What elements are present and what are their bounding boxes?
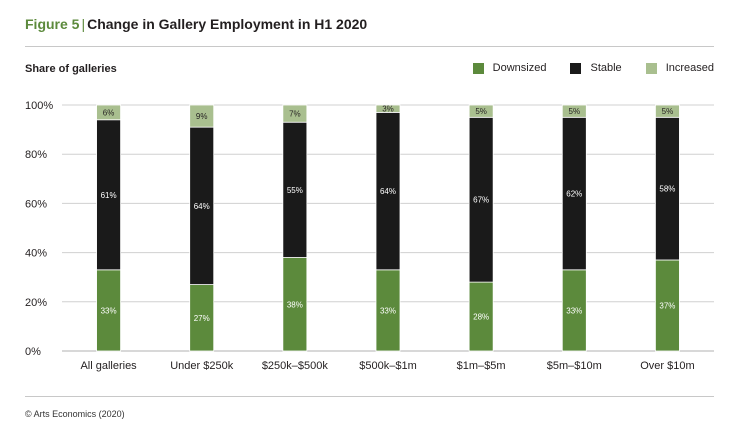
data-label: 64%: [194, 202, 210, 211]
x-tick-label: $250k–$500k: [262, 360, 329, 372]
source-note: © Arts Economics (2020): [25, 409, 125, 419]
data-label: 33%: [101, 306, 117, 315]
y-tick-label: 40%: [25, 248, 47, 260]
data-label: 5%: [569, 107, 581, 116]
data-label: 5%: [475, 107, 487, 116]
title-separator: |: [81, 16, 86, 32]
bar-segment-stable: [282, 121, 308, 258]
top-rule: [25, 46, 714, 47]
bar-segment-stable: [375, 111, 401, 271]
data-label: 38%: [287, 300, 303, 309]
bar-segment-stable: [189, 126, 215, 285]
y-tick-label: 20%: [25, 297, 47, 309]
x-tick-label: Over $10m: [640, 360, 694, 372]
bar-segment-increased: [375, 104, 401, 113]
data-label: 5%: [662, 107, 674, 116]
chart-title: Figure 5 | Change in Gallery Employment in…: [25, 16, 367, 32]
bar-segment-downsized: [655, 259, 680, 352]
data-label: 62%: [566, 190, 582, 199]
bar-segment-downsized: [189, 284, 215, 352]
bar-segment-stable: [96, 119, 121, 271]
legend-swatch-stable: [570, 62, 582, 74]
data-label: 7%: [289, 110, 301, 119]
legend-label-increased: Increased: [665, 62, 714, 74]
data-label: 28%: [473, 313, 489, 322]
bar-segment-downsized: [375, 269, 401, 352]
title-text: Change in Gallery Employment in H1 2020: [87, 16, 368, 32]
bar-segment-stable: [561, 116, 587, 271]
figure-number: Figure 5: [25, 16, 80, 32]
data-label: 58%: [659, 185, 675, 194]
y-axis-label: Share of galleries: [25, 63, 117, 75]
bar-segment-increased: [282, 104, 308, 123]
data-label: 3%: [382, 105, 394, 114]
bar-segment-downsized: [468, 281, 494, 352]
x-tick-label: $5m–$10m: [547, 360, 602, 372]
data-label: 67%: [473, 196, 489, 205]
legend-item-increased: Increased: [645, 62, 714, 74]
bar-segment-increased: [468, 104, 494, 118]
y-tick-label: 80%: [25, 149, 47, 161]
y-tick-label: 100%: [25, 100, 53, 112]
bottom-rule: [25, 396, 714, 397]
bar-segment-increased: [189, 104, 215, 128]
data-label: 27%: [194, 314, 210, 323]
data-label: 9%: [196, 112, 208, 121]
legend-item-stable: Stable: [570, 62, 622, 74]
x-tick-label: All galleries: [80, 360, 137, 372]
y-tick-label: 0%: [25, 346, 41, 358]
bar-segment-stable: [655, 116, 680, 261]
bar-segment-increased: [96, 104, 121, 121]
data-label: 37%: [659, 301, 675, 310]
data-label: 61%: [101, 191, 117, 200]
data-label: 6%: [103, 108, 115, 117]
legend-label-downsized: Downsized: [492, 62, 547, 74]
data-label: 55%: [287, 186, 303, 195]
bar-segment-increased: [655, 104, 680, 118]
legend-swatch-increased: [645, 62, 657, 74]
data-label: 64%: [380, 187, 396, 196]
x-tick-label: Under $250k: [170, 360, 233, 372]
bar-segment-downsized: [561, 269, 587, 352]
y-tick-label: 60%: [25, 198, 47, 210]
legend-label-stable: Stable: [590, 62, 622, 74]
x-tick-label: $1m–$5m: [457, 360, 506, 372]
x-tick-label: $500k–$1m: [359, 360, 417, 372]
bar-segment-increased: [561, 104, 587, 118]
legend-swatch-downsized: [472, 62, 484, 74]
legend-item-downsized: Downsized: [472, 62, 547, 74]
data-label: 33%: [380, 306, 396, 315]
legend: Downsized Stable Increased: [449, 62, 714, 74]
data-label: 33%: [566, 306, 582, 315]
